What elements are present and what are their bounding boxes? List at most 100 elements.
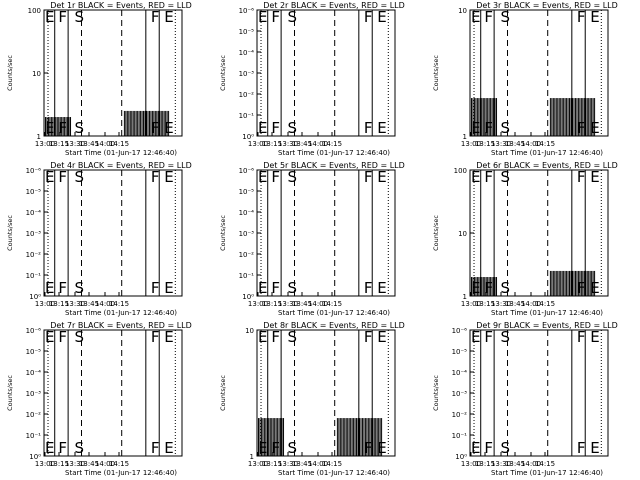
det-panel-3: Det 3r BLACK = Events, RED = LLD 10 113:00… xyxy=(432,1,618,157)
event-label-top: E xyxy=(377,328,386,346)
event-label-top: S xyxy=(74,328,84,346)
x-tick-label: 13:15 xyxy=(49,300,69,308)
event-label-top: E xyxy=(471,328,480,346)
x-tick-label: 13:00 xyxy=(461,460,481,468)
y-tick-label: 10⁻⁶ xyxy=(26,327,42,335)
y-axis-label: Counts/sec xyxy=(6,375,14,411)
x-tick-label: 13:30 xyxy=(491,300,511,308)
event-label-top: F xyxy=(364,168,373,186)
event-label-top: E xyxy=(45,8,54,26)
event-label-bottom: F xyxy=(484,439,493,457)
x-tick-label: 14:00 xyxy=(521,300,541,308)
x-tick-label: 13:15 xyxy=(49,140,69,148)
event-label-bottom: E xyxy=(377,279,386,297)
y-tick-label: 10⁻⁵ xyxy=(239,28,255,36)
event-label-bottom: F xyxy=(151,439,160,457)
det-panel-9: Det 9r BLACK = Events, RED = LLD 10⁻⁶ 10⁻⁵… xyxy=(432,321,618,477)
y-axis-label: Counts/sec xyxy=(219,375,227,411)
event-label-bottom: E xyxy=(45,279,54,297)
y-tick-label: 10⁻⁶ xyxy=(239,167,255,175)
x-tick-label: 14:15 xyxy=(109,300,129,308)
count-burst xyxy=(549,98,596,136)
y-tick-label: 10⁻¹ xyxy=(26,432,42,440)
y-tick-label: 10⁻⁴ xyxy=(26,369,42,377)
event-label-top: S xyxy=(74,168,84,186)
x-tick-label: 13:45 xyxy=(79,300,99,308)
x-tick-label: 13:45 xyxy=(505,140,525,148)
event-label-top: F xyxy=(271,168,280,186)
y-tick-label: 10⁻⁴ xyxy=(26,209,42,217)
x-tick-label: 13:15 xyxy=(475,460,495,468)
x-tick-label: 13:00 xyxy=(248,140,268,148)
x-tick-label: 13:00 xyxy=(35,460,55,468)
x-tick-label: 13:30 xyxy=(278,140,298,148)
plot-frame xyxy=(256,9,396,137)
event-label-top: S xyxy=(74,8,84,26)
event-label-bottom: E xyxy=(590,439,599,457)
event-label-top: F xyxy=(151,8,160,26)
count-burst xyxy=(469,98,498,136)
panel-title: Det 3r BLACK = Events, RED = LLD xyxy=(476,1,618,10)
x-tick-label: 13:45 xyxy=(292,140,312,148)
event-label-top: F xyxy=(577,168,586,186)
y-tick-label: 10⁰ xyxy=(455,453,467,461)
event-label-top: S xyxy=(500,328,510,346)
y-tick-label: 10 xyxy=(245,327,254,335)
event-label-top: F xyxy=(151,168,160,186)
event-label-bottom: E xyxy=(377,119,386,137)
y-tick-label: 10⁰ xyxy=(242,133,254,141)
event-label-bottom: F xyxy=(58,439,67,457)
x-tick-label: 14:15 xyxy=(322,140,342,148)
y-axis-label: Counts/sec xyxy=(6,215,14,251)
y-tick-label: 10⁻³ xyxy=(26,390,42,398)
event-label-top: F xyxy=(577,8,586,26)
y-tick-label: 10 xyxy=(458,7,467,15)
det-panel-4: Det 4r BLACK = Events, RED = LLD 10⁻⁶ 10⁻⁵… xyxy=(6,161,192,317)
panel-title: Det 9r BLACK = Events, RED = LLD xyxy=(476,321,618,330)
event-label-top: E xyxy=(164,168,173,186)
y-tick-label: 10⁰ xyxy=(242,293,254,301)
event-label-top: F xyxy=(58,168,67,186)
event-label-bottom: F xyxy=(271,279,280,297)
x-tick-label: 13:45 xyxy=(79,460,99,468)
event-label-top: E xyxy=(164,8,173,26)
event-label-top: E xyxy=(590,168,599,186)
event-label-bottom: F xyxy=(577,439,586,457)
event-label-bottom: S xyxy=(287,439,297,457)
count-burst xyxy=(469,277,498,296)
event-label-bottom: S xyxy=(500,279,510,297)
y-tick-label: 10 xyxy=(32,70,41,78)
x-axis-label: Start Time (01-Jun-17 12:46:40) xyxy=(65,309,177,317)
event-label-top: E xyxy=(471,8,480,26)
det-panel-8: Det 8r BLACK = Events, RED = LLD 10 113:00… xyxy=(219,321,405,477)
count-burst xyxy=(256,418,285,456)
event-label-bottom: S xyxy=(287,279,297,297)
x-axis-label: Start Time (01-Jun-17 12:46:40) xyxy=(491,309,603,317)
x-tick-label: 13:00 xyxy=(248,300,268,308)
panel-title: Det 1r BLACK = Events, RED = LLD xyxy=(50,1,192,10)
event-label-top: S xyxy=(287,168,297,186)
panel-title: Det 6r BLACK = Events, RED = LLD xyxy=(476,161,618,170)
event-label-top: S xyxy=(287,328,297,346)
event-label-top: F xyxy=(364,328,373,346)
event-label-bottom: S xyxy=(287,119,297,137)
x-tick-label: 14:00 xyxy=(308,300,328,308)
y-tick-label: 10⁻³ xyxy=(26,230,42,238)
y-tick-label: 10⁻⁶ xyxy=(26,167,42,175)
y-tick-label: 10⁻⁴ xyxy=(452,369,468,377)
event-label-top: E xyxy=(45,328,54,346)
plot-frame xyxy=(469,329,609,457)
x-tick-label: 13:00 xyxy=(35,140,55,148)
panel-title: Det 2r BLACK = Events, RED = LLD xyxy=(263,1,405,10)
event-label-bottom: E xyxy=(258,279,267,297)
det-panel-6: Det 6r BLACK = Events, RED = LLD10010113… xyxy=(432,161,618,317)
event-label-bottom: S xyxy=(500,119,510,137)
event-label-top: S xyxy=(287,8,297,26)
plot-frame xyxy=(43,329,183,457)
y-tick-label: 10⁻⁴ xyxy=(239,49,255,57)
x-tick-label: 14:00 xyxy=(95,140,115,148)
y-axis-label: Counts/sec xyxy=(432,215,440,251)
y-tick-label: 10⁻² xyxy=(26,411,42,419)
y-tick-label: 10⁻⁴ xyxy=(239,209,255,217)
